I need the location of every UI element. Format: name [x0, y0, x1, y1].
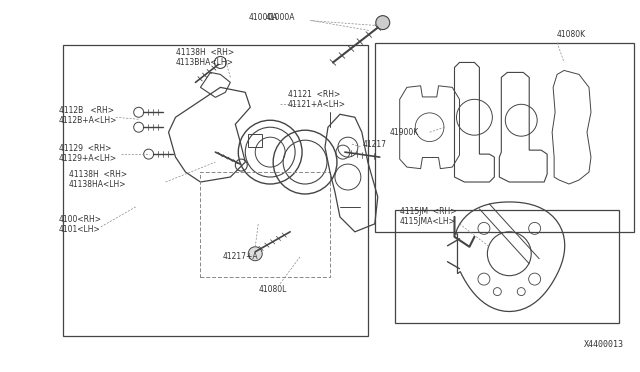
Circle shape: [376, 16, 390, 30]
Text: 41217: 41217: [363, 140, 387, 149]
Text: 41138HA<LH>: 41138HA<LH>: [69, 180, 127, 189]
Text: 4113BHA<LH>: 4113BHA<LH>: [175, 58, 234, 67]
Text: 4112B+A<LH>: 4112B+A<LH>: [59, 116, 117, 125]
Text: 41121+A<LH>: 41121+A<LH>: [288, 100, 346, 109]
Text: 41900K: 41900K: [390, 128, 419, 137]
Text: 41138H  <RH>: 41138H <RH>: [175, 48, 234, 57]
Text: 4101<LH>: 4101<LH>: [59, 225, 100, 234]
Text: 41080K: 41080K: [557, 30, 586, 39]
Text: 41000A: 41000A: [248, 13, 278, 22]
Text: 41080L: 41080L: [258, 285, 287, 294]
Circle shape: [248, 247, 262, 261]
Text: 4115JMA<LH>: 4115JMA<LH>: [400, 217, 456, 227]
Text: 41138H  <RH>: 41138H <RH>: [69, 170, 127, 179]
Text: 41121  <RH>: 41121 <RH>: [288, 90, 340, 99]
Text: 4115JM  <RH>: 4115JM <RH>: [400, 208, 456, 217]
Text: 41129  <RH>: 41129 <RH>: [59, 144, 111, 153]
Text: 41000A: 41000A: [265, 13, 294, 22]
Text: 41129+A<LH>: 41129+A<LH>: [59, 154, 117, 163]
Text: 41217+A: 41217+A: [222, 252, 258, 261]
Text: X4400013: X4400013: [584, 340, 624, 349]
Text: 4112B   <RH>: 4112B <RH>: [59, 106, 114, 115]
Text: 4100<RH>: 4100<RH>: [59, 215, 102, 224]
